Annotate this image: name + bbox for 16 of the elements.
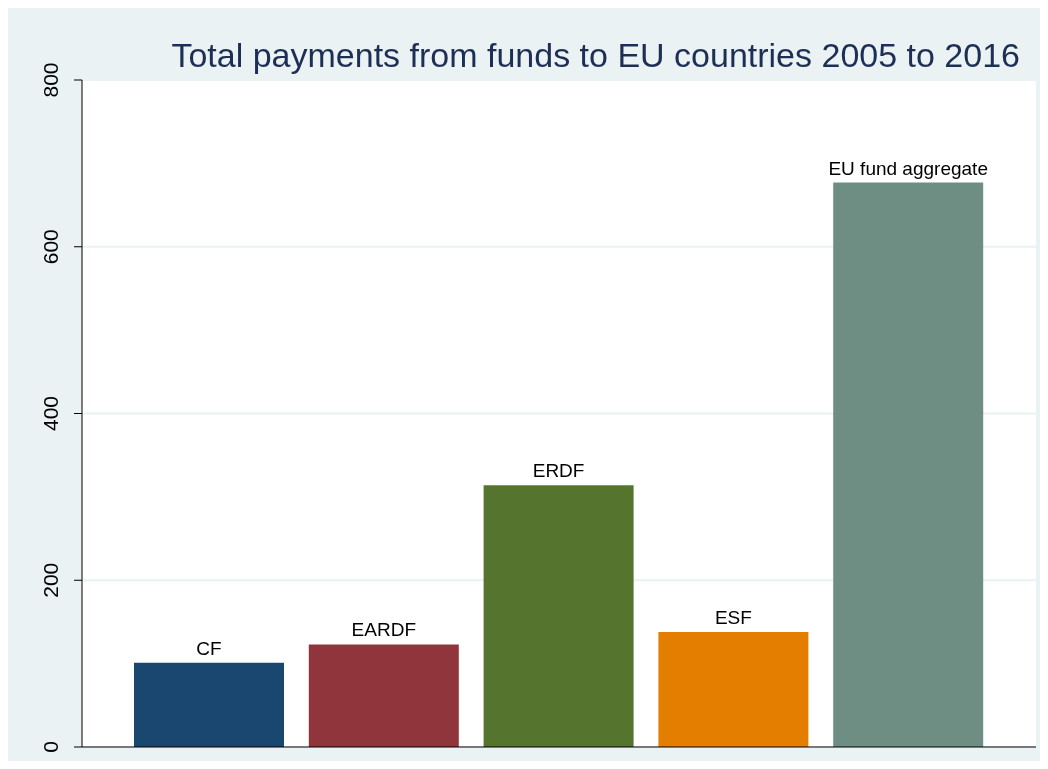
bar xyxy=(308,644,459,747)
x-tick-label: ERDF xyxy=(532,460,585,482)
bar xyxy=(483,485,634,747)
chart-title: Total payments from funds to EU countries 2005 to 2016 xyxy=(171,36,1020,74)
y-tick-label: 600 xyxy=(39,229,62,265)
bar xyxy=(658,631,809,747)
y-tick-label: 200 xyxy=(39,562,62,598)
bar xyxy=(833,182,984,747)
x-tick-label: EARDF xyxy=(351,619,416,641)
y-tick-label: 0 xyxy=(39,741,62,753)
x-tick-label: CF xyxy=(196,637,222,659)
y-tick-label: 800 xyxy=(39,62,62,98)
x-tick-label: EU fund aggregate xyxy=(828,157,988,179)
bar xyxy=(134,662,284,747)
y-tick-label: 400 xyxy=(39,395,62,432)
x-tick-label: ESF xyxy=(714,606,752,628)
